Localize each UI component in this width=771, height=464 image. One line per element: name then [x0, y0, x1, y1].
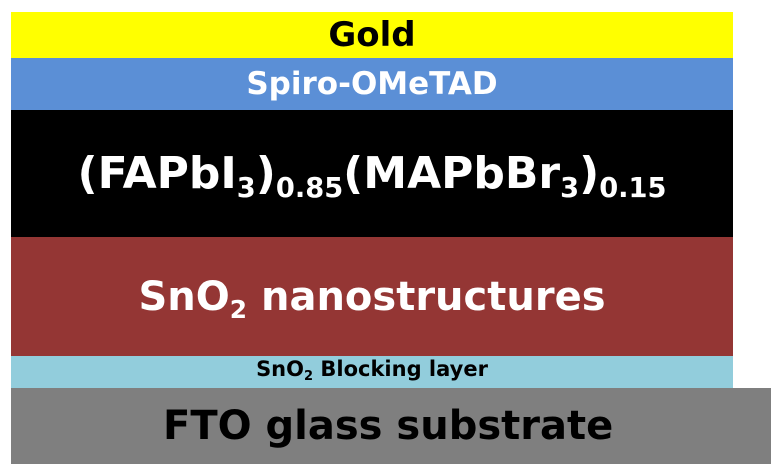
formula-part: SnO: [256, 357, 304, 381]
perovskite-formula-subscript: 0.15: [599, 173, 667, 205]
perovskite-formula-subscript: 0.85: [275, 173, 344, 205]
gold-layer-label: Gold: [328, 15, 416, 55]
perovskite-formula-part: (MAPbBr: [343, 148, 561, 199]
perovskite-formula-part: ): [579, 148, 600, 199]
label-text: nanostructures: [247, 273, 606, 320]
spiro-ometad-layer-label: Spiro-OMeTAD: [246, 66, 498, 102]
sno2-blocking-layer-label: SnO2 Blocking layer: [256, 357, 488, 385]
fto-glass-substrate-layer: FTO glass substrate: [11, 388, 771, 464]
fto-glass-substrate-label: FTO glass substrate: [163, 403, 614, 449]
perovskite-layer: (FAPbI3)0.85(MAPbBr3)0.15: [11, 110, 733, 237]
perovskite-formula-subscript: 3: [236, 173, 256, 205]
sno2-nanostructures-layer: SnO2 nanostructures: [11, 237, 733, 356]
spiro-ometad-layer: Spiro-OMeTAD: [11, 58, 733, 110]
perovskite-layer-label: (FAPbI3)0.85(MAPbBr3)0.15: [77, 148, 667, 202]
gold-layer: Gold: [11, 12, 733, 58]
sno2-nanostructures-layer-label: SnO2 nanostructures: [138, 273, 606, 322]
perovskite-formula-part: (FAPbI: [77, 148, 237, 199]
label-text: Blocking layer: [313, 357, 488, 381]
sno2-blocking-layer: SnO2 Blocking layer: [11, 356, 733, 388]
perovskite-formula-subscript: 3: [560, 173, 580, 205]
formula-subscript: 2: [229, 294, 248, 324]
formula-subscript: 2: [304, 369, 314, 385]
formula-part: SnO: [138, 273, 230, 320]
perovskite-formula-part: ): [255, 148, 276, 199]
